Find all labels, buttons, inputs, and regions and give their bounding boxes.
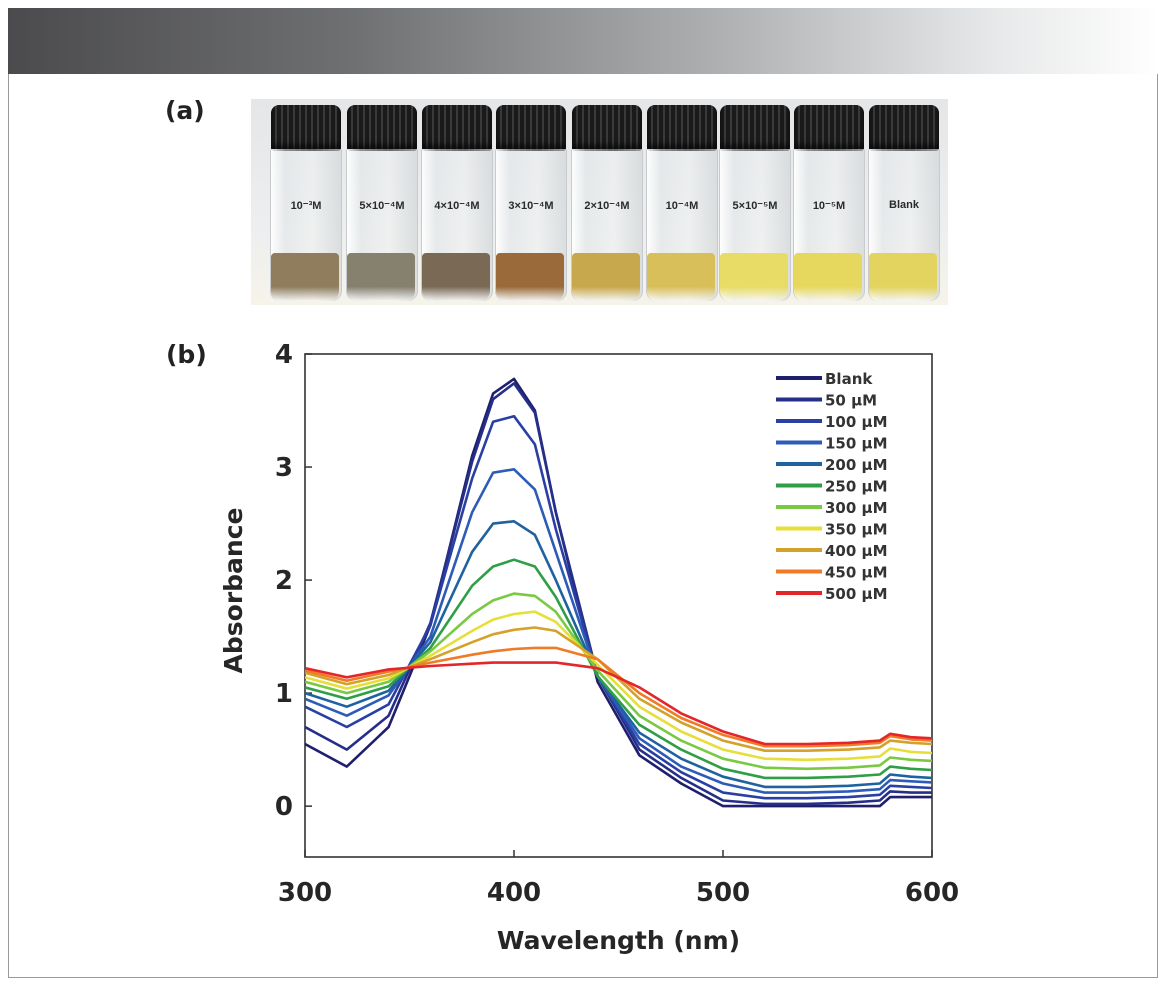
vial-9: Blank (867, 99, 941, 305)
vial-label: 4×10⁻⁴M (434, 200, 480, 212)
vial-4: 3×10⁻⁴M (494, 99, 568, 305)
vial-liquid (271, 253, 339, 301)
vial-label: 10⁻⁴M (665, 200, 699, 212)
vial-cap (271, 105, 341, 151)
legend-label: 400 μM (825, 542, 888, 560)
vial-liquid (422, 253, 490, 301)
vial-8: 10⁻⁵M (792, 99, 866, 305)
vial-6: 10⁻⁴M (645, 99, 719, 305)
vial-label: 3×10⁻⁴M (508, 200, 554, 212)
vial-7: 5×10⁻⁵M (718, 99, 792, 305)
vial-liquid (572, 253, 640, 301)
panel-a-label: (a) (165, 96, 205, 125)
legend-label: 150 μM (825, 435, 888, 453)
series-line (305, 610, 932, 762)
vial-liquid (347, 253, 415, 301)
header-gradient-bar (8, 8, 1160, 74)
series-line (305, 646, 932, 748)
vial-label: 10⁻⁵M (812, 200, 846, 212)
series-line (305, 661, 932, 746)
y-axis-label: Absorbance (219, 508, 248, 674)
vial-cap (869, 105, 939, 151)
vial-liquid (869, 253, 937, 301)
vial-label: 2×10⁻⁴M (584, 200, 630, 212)
series-line (305, 520, 932, 789)
x-tick-label: 400 (487, 878, 541, 908)
series-line (305, 468, 932, 794)
series-line (305, 558, 932, 780)
vial-1: 10⁻³M (269, 99, 343, 305)
y-tick-label: 3 (275, 453, 293, 483)
vial-liquid (720, 253, 788, 301)
plot-frame (304, 353, 933, 858)
x-tick-label: 500 (696, 878, 750, 908)
vial-label: 5×10⁻⁵M (732, 200, 778, 212)
legend-label: 200 μM (825, 456, 888, 474)
legend-label: Blank (825, 370, 873, 388)
x-tick-label: 300 (278, 878, 332, 908)
y-tick-label: 1 (275, 679, 293, 709)
x-tick-label: 600 (905, 878, 959, 908)
x-axis-label: Wavelength (nm) (497, 926, 740, 955)
vial-5: 2×10⁻⁴M (570, 99, 644, 305)
vial-cap (347, 105, 417, 151)
vial-label: 10⁻³M (290, 200, 322, 212)
y-tick-label: 0 (275, 792, 293, 822)
series-line (305, 592, 932, 771)
vial-liquid (647, 253, 715, 301)
y-tick-label: 2 (275, 566, 293, 596)
vial-cap (496, 105, 566, 151)
series-line (305, 626, 932, 752)
vial-liquid (794, 253, 862, 301)
y-tick-label: 4 (275, 340, 293, 370)
legend-label: 250 μM (825, 478, 888, 496)
vial-liquid (496, 253, 564, 301)
vials-photo: 10⁻³M 5×10⁻⁴M 4×10⁻⁴M 3×10⁻⁴M 2×10⁻⁴M (251, 99, 948, 305)
legend-label: 50 μM (825, 392, 877, 410)
panel-b-label: (b) (166, 340, 207, 369)
vial-cap (572, 105, 642, 151)
vial-cap (720, 105, 790, 151)
figure-frame (8, 74, 1158, 978)
vial-label: Blank (889, 199, 919, 211)
legend-label: 300 μM (825, 499, 888, 517)
legend-label: 350 μM (825, 521, 888, 539)
legend-label: 450 μM (825, 564, 888, 582)
vial-cap (422, 105, 492, 151)
vial-cap (647, 105, 717, 151)
vial-2: 5×10⁻⁴M (345, 99, 419, 305)
vial-3: 4×10⁻⁴M (420, 99, 494, 305)
legend-label: 100 μM (825, 413, 888, 431)
legend-label: 500 μM (825, 585, 888, 603)
vial-cap (794, 105, 864, 151)
series-line (305, 414, 932, 800)
vial-label: 5×10⁻⁴M (359, 200, 405, 212)
